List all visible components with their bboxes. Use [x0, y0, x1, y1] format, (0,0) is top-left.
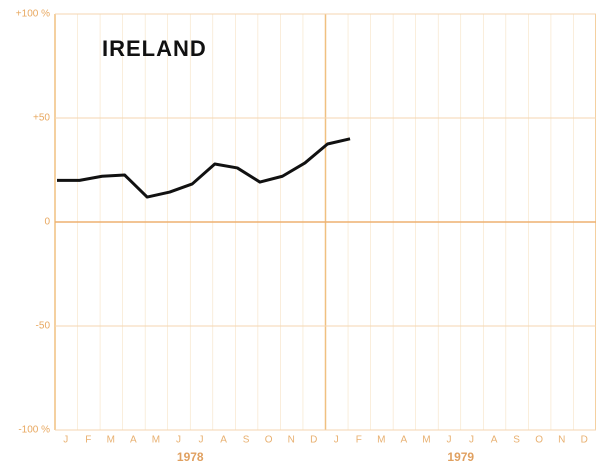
- y-tick-label: +50: [33, 113, 50, 124]
- x-tick-label: F: [356, 435, 363, 446]
- x-tick-label: F: [85, 435, 92, 446]
- y-tick-label: +100 %: [16, 9, 50, 20]
- year-label: 1978: [177, 450, 204, 464]
- x-tick-label: M: [377, 435, 386, 446]
- x-tick-label: A: [220, 435, 228, 446]
- x-tick-label: S: [243, 435, 251, 446]
- y-tick-label: -50: [36, 321, 51, 332]
- x-tick-label: M: [422, 435, 431, 446]
- x-tick-label: N: [288, 435, 296, 446]
- year-label: 1979: [447, 450, 474, 464]
- x-tick-label: J: [446, 435, 452, 446]
- x-tick-label: A: [130, 435, 138, 446]
- x-tick-label: D: [581, 435, 589, 446]
- x-tick-label: A: [491, 435, 499, 446]
- x-tick-label: M: [152, 435, 161, 446]
- x-tick-label: J: [176, 435, 182, 446]
- x-tick-label: A: [401, 435, 409, 446]
- y-tick-label: 0: [44, 217, 50, 228]
- chart-title: IRELAND: [102, 36, 207, 61]
- x-tick-label: O: [535, 435, 544, 446]
- x-tick-label: N: [558, 435, 566, 446]
- x-tick-label: D: [310, 435, 318, 446]
- x-tick-label: J: [334, 435, 340, 446]
- y-tick-label: -100 %: [18, 425, 50, 436]
- x-tick-label: J: [63, 435, 69, 446]
- x-tick-label: S: [513, 435, 521, 446]
- x-tick-label: J: [469, 435, 475, 446]
- x-tick-label: J: [199, 435, 205, 446]
- data-line: [57, 137, 351, 199]
- x-tick-label: O: [265, 435, 274, 446]
- x-tick-label: M: [107, 435, 116, 446]
